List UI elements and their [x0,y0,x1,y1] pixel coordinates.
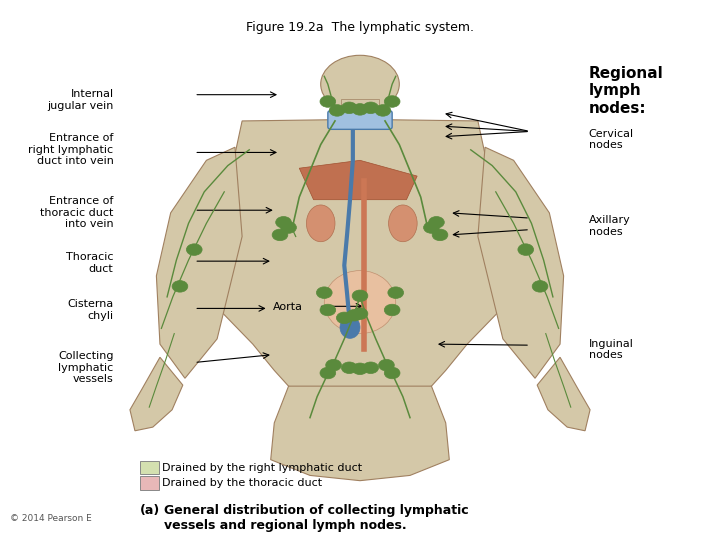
Circle shape [316,287,332,299]
Text: Inguinal
nodes: Inguinal nodes [589,339,634,360]
Polygon shape [217,119,503,402]
Circle shape [388,287,404,299]
Circle shape [518,244,534,255]
Ellipse shape [324,271,396,334]
Text: General distribution of collecting lymphatic
vessels and regional lymph nodes.: General distribution of collecting lymph… [163,504,468,532]
Text: Entrance of
right lymphatic
duct into vein: Entrance of right lymphatic duct into ve… [28,133,114,166]
Circle shape [272,229,288,241]
FancyBboxPatch shape [140,476,158,490]
Text: Drained by the right lymphatic duct: Drained by the right lymphatic duct [162,463,362,472]
Polygon shape [130,357,183,431]
Text: Internal
jugular vein: Internal jugular vein [47,89,114,111]
Text: Aorta: Aorta [273,302,303,312]
Circle shape [341,102,357,113]
Polygon shape [156,147,242,378]
Circle shape [384,367,400,379]
FancyBboxPatch shape [328,111,392,130]
Circle shape [320,55,400,113]
Text: Drained by the thoracic duct: Drained by the thoracic duct [162,478,323,488]
Circle shape [363,102,379,113]
Text: Entrance of
thoracic duct
into vein: Entrance of thoracic duct into vein [40,196,114,229]
Circle shape [172,281,188,292]
Circle shape [352,308,368,320]
Circle shape [352,290,368,302]
Circle shape [346,309,362,321]
Circle shape [281,222,297,233]
Circle shape [375,105,391,116]
Text: Figure 19.2a  The lymphatic system.: Figure 19.2a The lymphatic system. [246,21,474,34]
Circle shape [336,312,352,323]
Circle shape [320,96,336,107]
Circle shape [320,367,336,379]
FancyBboxPatch shape [341,99,379,119]
Circle shape [341,362,357,374]
Polygon shape [300,160,417,200]
Circle shape [329,105,345,116]
FancyBboxPatch shape [140,461,158,474]
Polygon shape [271,386,449,481]
Circle shape [423,222,439,233]
Circle shape [432,229,448,241]
Ellipse shape [307,205,335,242]
Circle shape [428,217,444,228]
Circle shape [352,363,368,375]
Text: Thoracic
duct: Thoracic duct [66,252,114,274]
Circle shape [384,304,400,316]
Text: Collecting
lymphatic
vessels: Collecting lymphatic vessels [58,351,114,384]
Circle shape [186,244,202,255]
Circle shape [276,217,292,228]
Ellipse shape [389,205,417,242]
Text: (a): (a) [140,504,160,517]
Text: © 2014 Pearson E: © 2014 Pearson E [10,514,91,523]
Circle shape [384,96,400,107]
Circle shape [363,362,379,374]
Circle shape [325,359,341,371]
Circle shape [379,359,395,371]
Circle shape [352,104,368,115]
Text: Regional
lymph
nodes:: Regional lymph nodes: [589,66,663,116]
Ellipse shape [340,316,360,339]
Circle shape [320,304,336,316]
Text: Axillary
nodes: Axillary nodes [589,215,631,237]
Polygon shape [537,357,590,431]
Polygon shape [478,147,564,378]
Text: Cervical
nodes: Cervical nodes [589,129,634,150]
Text: Cisterna
chyli: Cisterna chyli [67,299,114,321]
Circle shape [532,281,548,292]
